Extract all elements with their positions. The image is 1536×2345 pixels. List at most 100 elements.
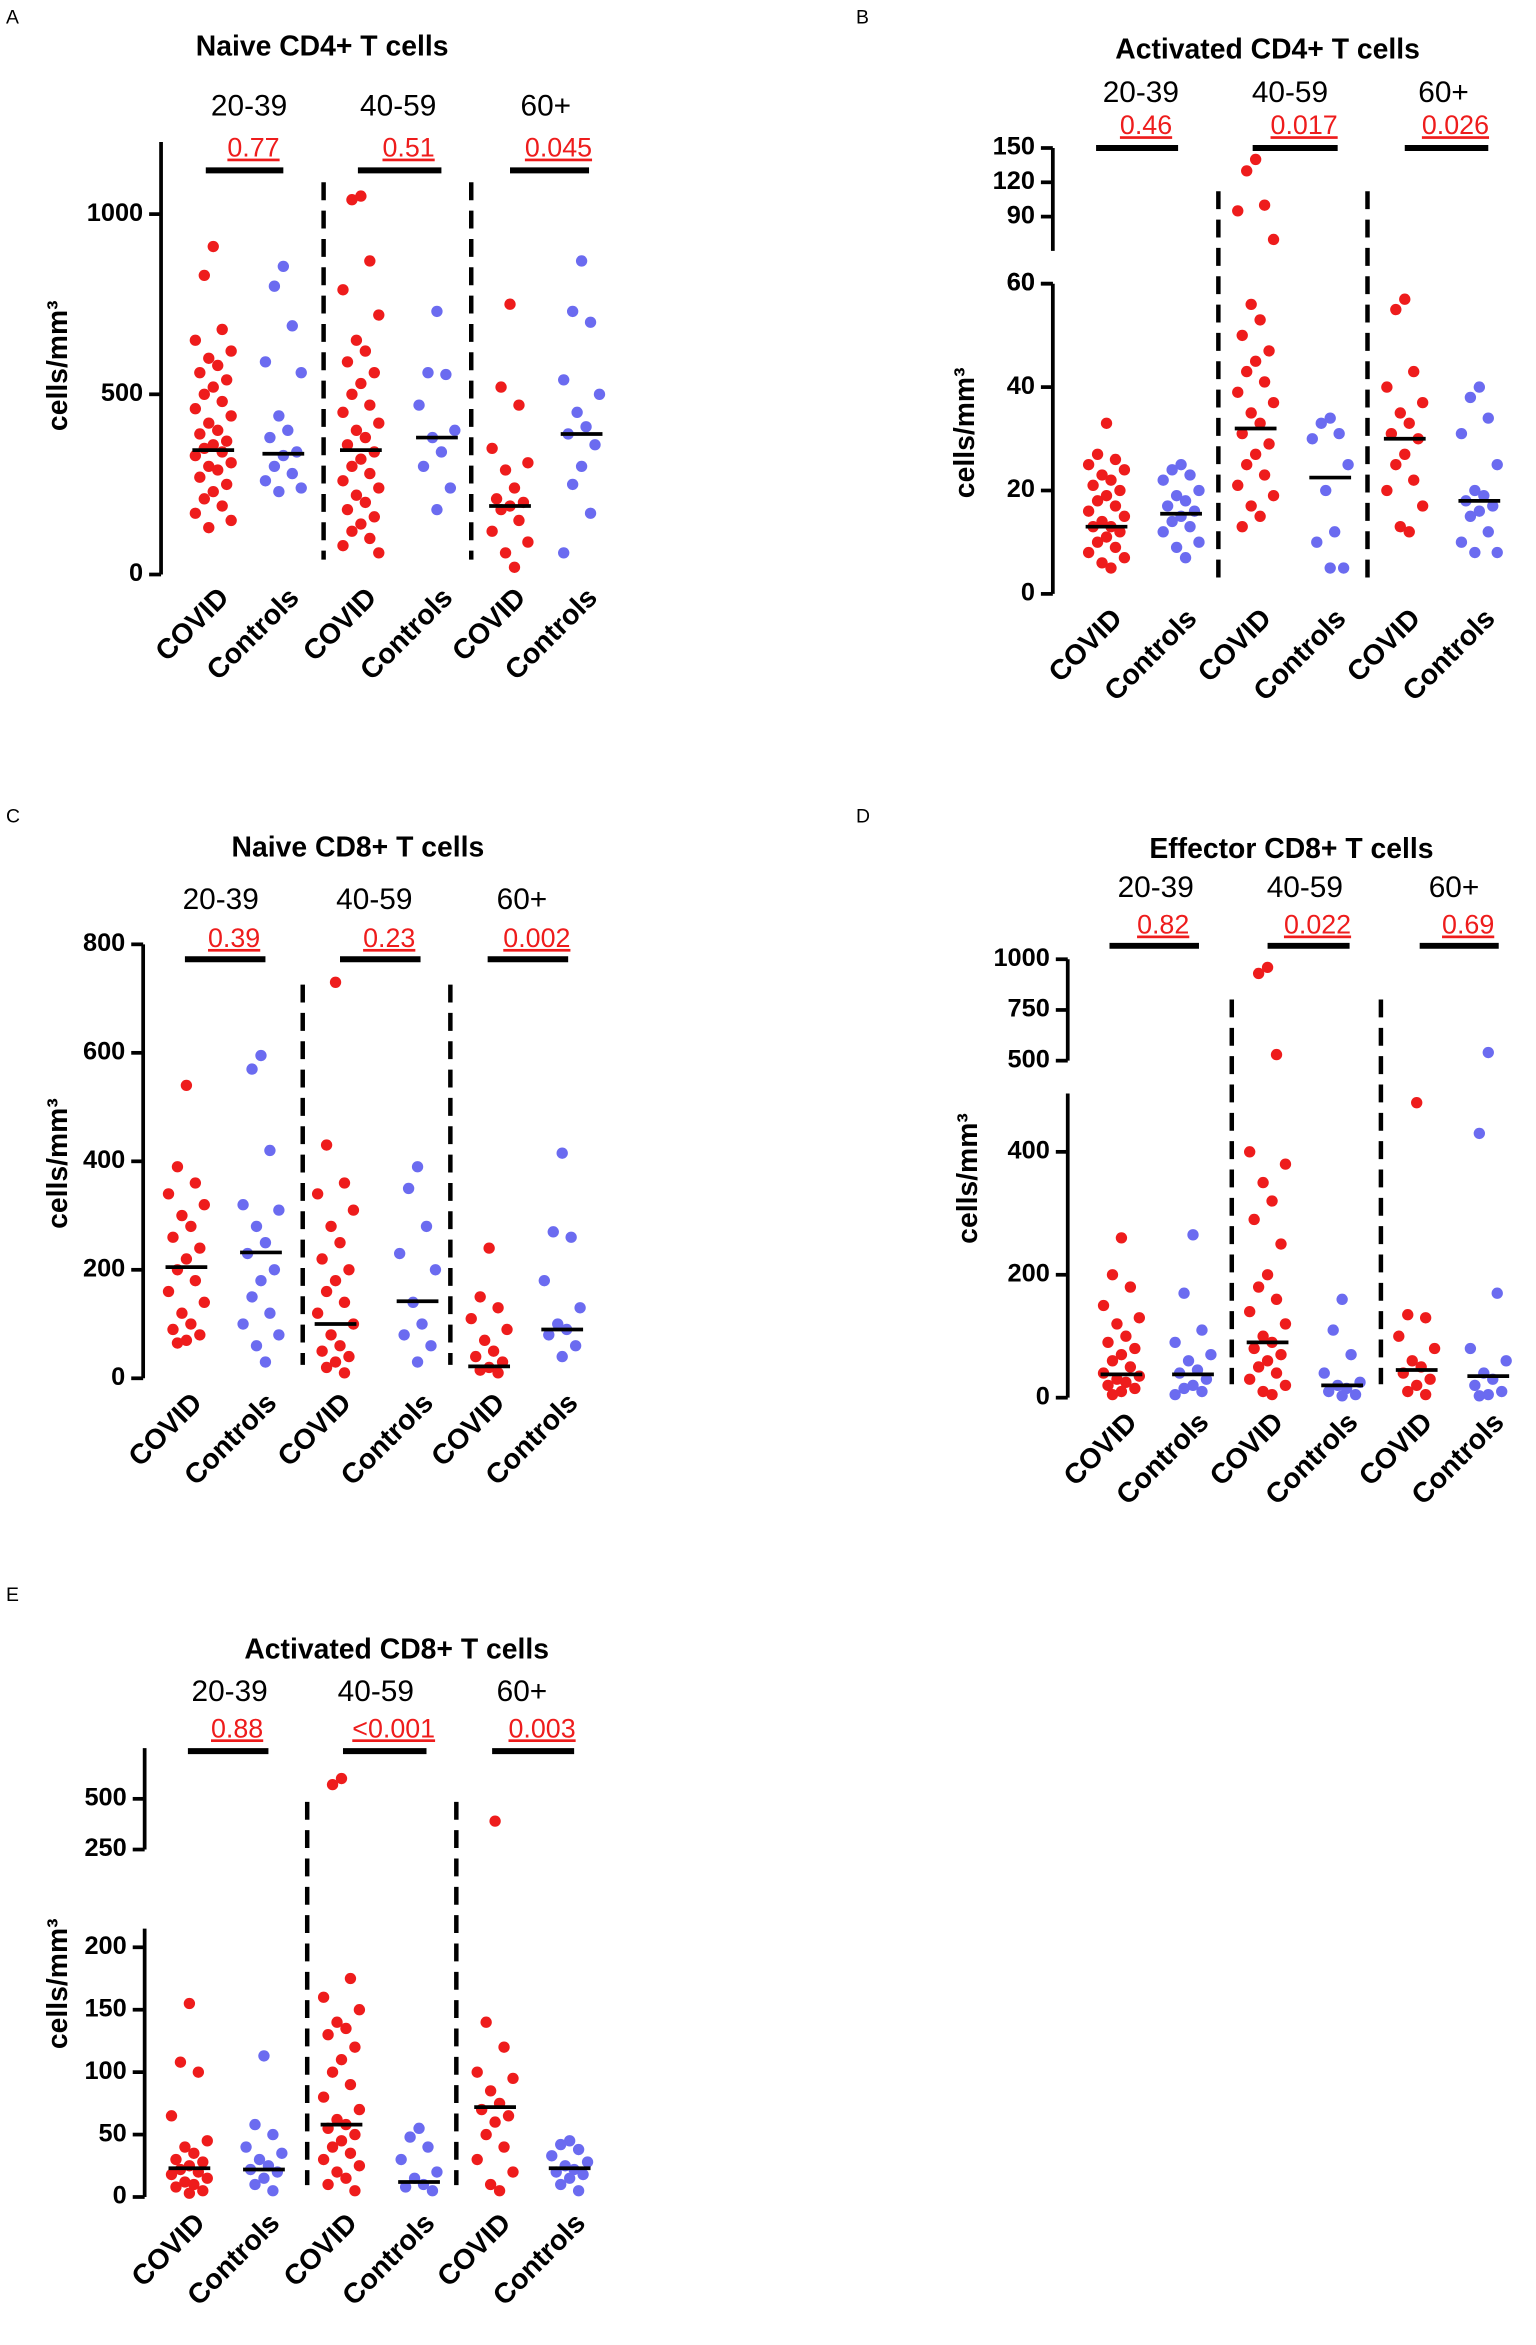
data-point: [1236, 521, 1248, 533]
data-point: [444, 482, 457, 494]
data-point: [198, 1199, 210, 1211]
p-value: 0.045: [525, 133, 592, 163]
data-point: [480, 2016, 492, 2028]
y-tick-label: 120: [993, 167, 1035, 195]
data-point: [1205, 1348, 1217, 1361]
chart-title: Naive CD4+ T cells: [196, 31, 449, 63]
data-point: [338, 1296, 351, 1309]
data-point: [1270, 1293, 1283, 1306]
data-point: [431, 503, 443, 516]
data-point: [1491, 458, 1503, 471]
data-point: [189, 507, 202, 519]
data-point: [1469, 1379, 1481, 1392]
p-value: 0.51: [382, 133, 434, 163]
data-point: [1403, 526, 1415, 538]
data-point: [1170, 489, 1183, 502]
data-point: [286, 320, 298, 332]
data-point: [344, 2078, 357, 2091]
data-point: [255, 1049, 267, 1062]
data-point: [373, 417, 385, 429]
data-point: [1399, 293, 1411, 305]
data-point: [268, 280, 281, 292]
data-point: [1178, 1382, 1190, 1395]
data-point: [1473, 505, 1485, 517]
data-point: [552, 1318, 564, 1330]
data-point: [174, 2056, 187, 2068]
p-value: 0.77: [227, 133, 279, 163]
data-point: [1193, 484, 1205, 497]
panel-letter: B: [856, 6, 869, 28]
y-tick-label: 500: [84, 1784, 126, 1812]
data-point: [180, 1253, 193, 1265]
data-point: [349, 2185, 361, 2197]
data-point: [1115, 1232, 1128, 1244]
data-point: [584, 316, 597, 328]
data-point: [1105, 562, 1117, 574]
data-point: [1106, 1388, 1119, 1401]
data-point: [273, 1329, 285, 1341]
data-point: [411, 1356, 424, 1368]
data-point: [1157, 474, 1169, 486]
data-point: [1091, 536, 1104, 548]
p-value: 0.46: [1120, 110, 1172, 140]
data-point: [556, 1350, 568, 1363]
data-point: [350, 334, 363, 346]
data-point: [1184, 469, 1196, 481]
data-point: [346, 388, 358, 400]
data-point: [268, 460, 281, 473]
data-point: [1096, 469, 1108, 481]
data-point: [499, 547, 512, 559]
data-point: [1252, 1281, 1265, 1293]
data-point: [1263, 345, 1275, 357]
y-axis-label: cells/mm³: [42, 1098, 74, 1229]
data-point: [1109, 453, 1122, 466]
data-point: [474, 1291, 486, 1303]
panel-letter: E: [6, 1584, 19, 1606]
chart-title: Naive CD8+ T cells: [232, 831, 485, 863]
data-point: [189, 334, 202, 346]
data-point: [267, 2185, 279, 2197]
data-point: [1402, 1309, 1414, 1321]
y-tick-label: 0: [1021, 579, 1035, 607]
y-axis-label: cells/mm³: [949, 367, 981, 498]
data-point: [1464, 1342, 1477, 1355]
data-point: [246, 1291, 258, 1303]
data-point: [337, 540, 349, 552]
data-point: [1275, 1238, 1287, 1250]
data-point: [1390, 303, 1402, 316]
data-point: [1249, 448, 1262, 460]
data-point: [207, 485, 219, 498]
data-point: [167, 1231, 179, 1243]
data-point: [286, 467, 298, 480]
data-point: [1403, 417, 1415, 429]
data-point: [1182, 1355, 1195, 1367]
data-point: [1118, 510, 1131, 523]
data-point: [1082, 505, 1095, 517]
data-point: [1402, 1385, 1414, 1398]
data-point: [259, 356, 272, 368]
data-point: [1254, 510, 1266, 523]
age-group-label: 40-59: [1267, 871, 1343, 904]
data-point: [1263, 438, 1275, 450]
y-tick-label: 1000: [993, 944, 1049, 972]
data-point: [1455, 427, 1468, 440]
data-point: [1169, 1388, 1181, 1401]
data-point: [1114, 526, 1126, 538]
data-point: [1320, 484, 1332, 497]
data-point: [1114, 484, 1126, 497]
data-point: [1245, 407, 1257, 419]
data-point: [547, 1226, 559, 1238]
data-point: [1342, 458, 1354, 471]
data-point: [188, 2178, 200, 2191]
data-point: [167, 1323, 179, 1336]
data-point: [508, 561, 521, 573]
data-point: [478, 1334, 491, 1346]
data-point: [499, 464, 512, 476]
data-point: [1464, 391, 1477, 404]
data-point: [329, 976, 342, 988]
data-point: [1267, 489, 1280, 502]
data-point: [325, 1329, 337, 1341]
data-point: [1267, 233, 1280, 246]
data-point: [192, 2066, 205, 2078]
data-point: [565, 1231, 577, 1243]
